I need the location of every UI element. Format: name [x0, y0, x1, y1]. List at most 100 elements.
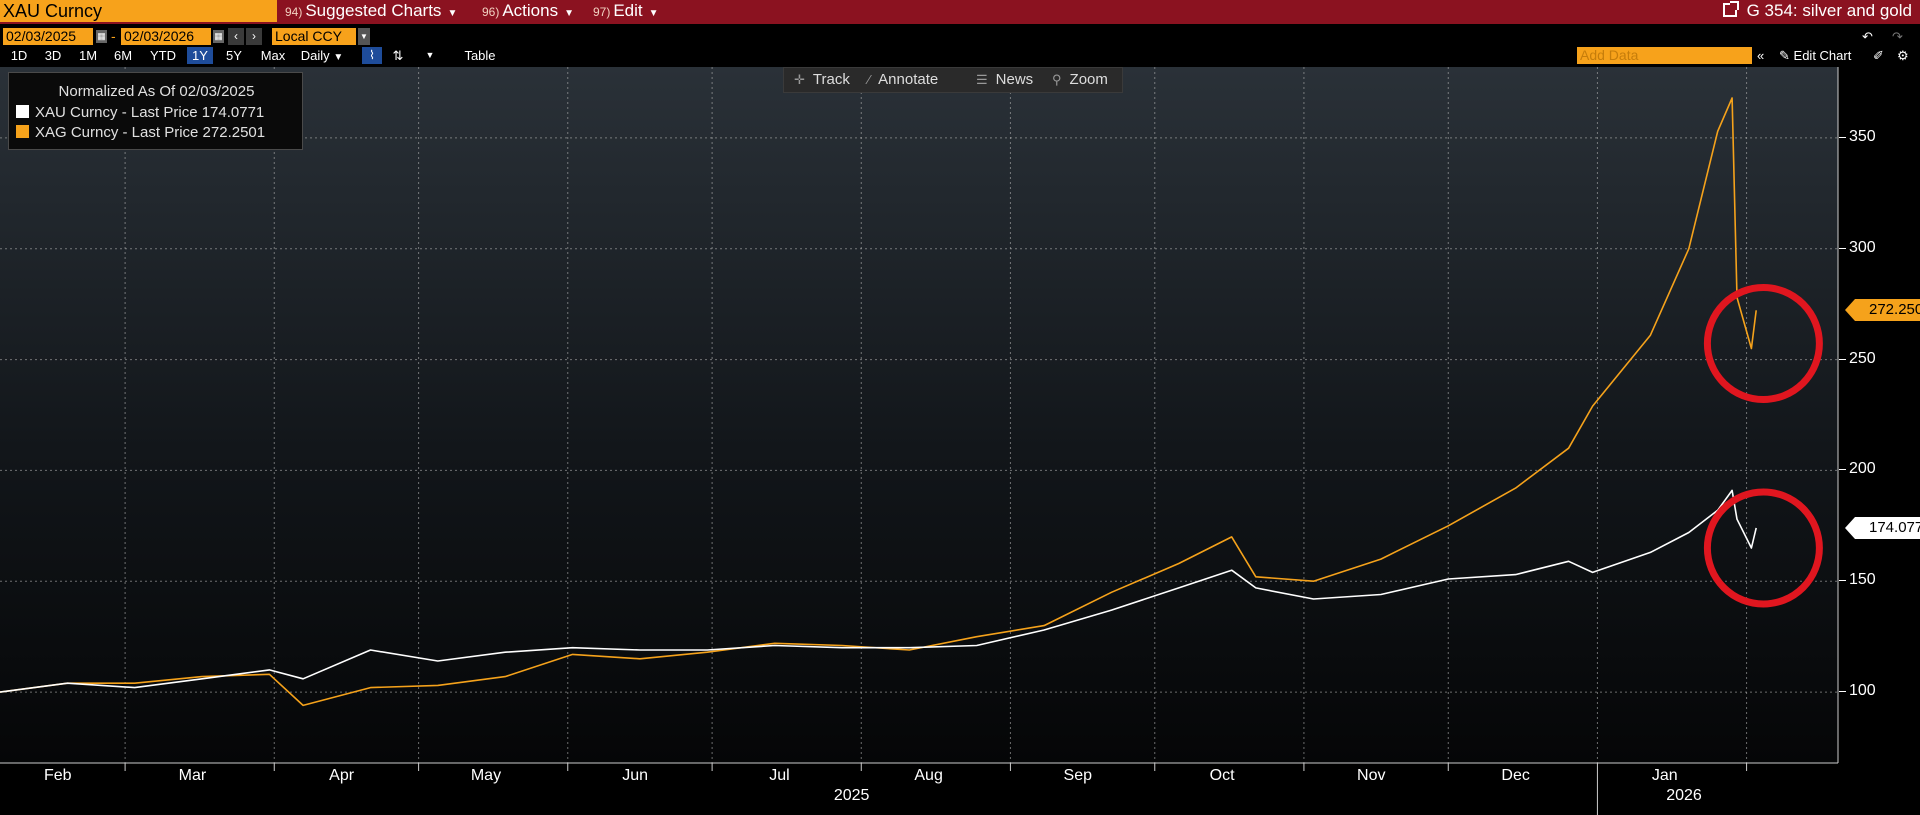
chart-area[interactable]: [0, 67, 1920, 815]
chart-tools: ✛ Track ∕ Annotate ☰ News ⚲ Zoom: [783, 67, 1123, 93]
tool-label: Track: [812, 71, 850, 88]
period-1y-button[interactable]: 1Y: [187, 47, 213, 64]
calendar-icon[interactable]: ▦: [213, 30, 224, 43]
annotations-group: [1703, 284, 1823, 608]
legend-swatch: [16, 125, 29, 138]
menu-number: 97): [593, 5, 611, 19]
dropdown-caret-icon: ▼: [564, 8, 574, 19]
magnifier-icon: ⚲: [1052, 72, 1062, 87]
period-1d-button[interactable]: 1D: [10, 48, 28, 63]
redo-icon[interactable]: ↷: [1892, 29, 1903, 44]
y-tick-label: 100: [1839, 682, 1876, 700]
date-separator: -: [111, 28, 116, 44]
menu-label: Edit: [613, 1, 643, 20]
x-tick-label: Aug: [914, 767, 943, 784]
pencil-icon: ∕: [868, 72, 871, 87]
line-chart-icon[interactable]: ⌇: [362, 47, 382, 64]
currency-select[interactable]: Local CCY: [272, 28, 356, 45]
news-tool[interactable]: ☰ News: [976, 68, 1033, 92]
x-year-label: 2026: [1666, 787, 1702, 804]
highlight-circle: [1703, 488, 1823, 608]
undo-icon[interactable]: ↶: [1862, 29, 1873, 44]
chart-svg: [0, 67, 1839, 815]
period-6m-button[interactable]: 6M: [113, 48, 133, 63]
legend[interactable]: Normalized As Of 02/03/2025 XAU Curncy -…: [8, 72, 303, 150]
previous-period-button[interactable]: ‹: [228, 28, 244, 45]
collapse-icon[interactable]: «: [1757, 48, 1765, 63]
y-tick-label: 250: [1839, 349, 1876, 367]
y-tick-label: 200: [1839, 460, 1876, 478]
track-tool[interactable]: ✛ Track: [794, 68, 850, 92]
y-tick-label: 150: [1839, 571, 1876, 589]
suggested-charts-menu[interactable]: 94) Suggested Charts ▼: [285, 0, 457, 22]
chart-type-dropdown-icon[interactable]: ▼: [425, 50, 435, 60]
end-date-field[interactable]: 02/03/2026: [121, 28, 211, 45]
next-period-button[interactable]: ›: [246, 28, 262, 45]
crosshair-icon: ✛: [794, 72, 805, 87]
frequency-select[interactable]: Daily ▼: [298, 47, 346, 64]
xau-last-price-tag: 174.0771: [1845, 516, 1920, 539]
dropdown-caret-icon: ▼: [648, 8, 659, 19]
graph-title-text: G 354: silver and gold: [1746, 1, 1912, 20]
legend-item-xau[interactable]: XAU Curncy - Last Price 174.0771: [16, 104, 264, 121]
menu-label: Actions: [502, 1, 559, 20]
actions-menu[interactable]: 96) Actions ▼: [482, 0, 574, 22]
y-tick-label: 350: [1839, 127, 1876, 145]
tool-label: Zoom: [1069, 71, 1108, 88]
legend-title: Normalized As Of 02/03/2025: [58, 83, 255, 100]
x-tick-label: Apr: [329, 767, 355, 784]
tool-label: News: [995, 71, 1034, 88]
legend-item-xag[interactable]: XAG Curncy - Last Price 272.2501: [16, 124, 265, 141]
security-field[interactable]: XAU Curncy: [0, 0, 277, 22]
y-tick-label: 300: [1839, 238, 1876, 256]
chart-style-icon[interactable]: ⇅: [392, 48, 404, 63]
x-tick-label: Jan: [1651, 767, 1678, 784]
edit-chart-button[interactable]: ✎ Edit Chart: [1779, 47, 1851, 64]
dropdown-caret-icon: ▼: [447, 8, 458, 19]
menu-number: 94): [285, 5, 303, 19]
news-icon: ☰: [976, 72, 988, 87]
x-tick-label: Jul: [769, 767, 790, 784]
plot-background: [0, 67, 1838, 763]
legend-swatch: [16, 105, 29, 118]
edit-menu[interactable]: 97) Edit ▼: [593, 0, 659, 22]
annotate-tool[interactable]: ∕ Annotate: [868, 68, 938, 92]
date-range-bar: 02/03/2025 ▦ - 02/03/2026 ▦ ‹ › Local CC…: [0, 28, 1920, 45]
chevron-down-icon[interactable]: ▼: [358, 28, 370, 45]
series-group: [0, 97, 1757, 707]
period-1m-button[interactable]: 1M: [78, 48, 98, 63]
graph-title[interactable]: G 354: silver and gold: [1722, 0, 1912, 22]
pencil-icon: ✎: [1779, 48, 1790, 63]
pen-tool-icon[interactable]: ✐: [1873, 48, 1884, 63]
menu-number: 96): [482, 5, 500, 19]
period-max-button[interactable]: Max: [260, 48, 286, 63]
x-tick-label: May: [470, 767, 502, 784]
gear-icon[interactable]: ⚙: [1897, 48, 1909, 63]
x-tick-label: Mar: [178, 767, 207, 784]
frequency-label: Daily: [300, 48, 330, 63]
add-data-input[interactable]: Add Data: [1577, 47, 1752, 64]
x-tick-label: Jun: [622, 767, 649, 784]
x-tick-label: Dec: [1501, 767, 1530, 784]
period-3d-button[interactable]: 3D: [44, 48, 62, 63]
x-year-label: 2025: [833, 787, 870, 804]
period-ytd-button[interactable]: YTD: [150, 48, 176, 63]
external-link-icon: [1722, 1, 1739, 17]
function-bar: XAU Curncy 94) Suggested Charts ▼ 96) Actio…: [0, 0, 1920, 24]
start-date-field[interactable]: 02/03/2025: [3, 28, 93, 45]
zoom-tool[interactable]: ⚲ Zoom: [1052, 68, 1108, 92]
tool-label: Annotate: [878, 71, 939, 88]
chevron-down-icon: ▼: [333, 52, 344, 63]
edit-chart-label: Edit Chart: [1793, 48, 1852, 63]
period-bar: 1D 3D 1M 6M YTD 1Y 5Y Max Daily ▼ ⌇ ⇅ ▼ …: [0, 47, 1920, 64]
x-tick-label: Feb: [43, 767, 72, 784]
period-5y-button[interactable]: 5Y: [226, 48, 242, 63]
calendar-icon[interactable]: ▦: [96, 30, 107, 43]
highlight-circle: [1703, 284, 1823, 404]
table-button[interactable]: Table: [464, 48, 496, 63]
legend-label: XAU Curncy - Last Price 174.0771: [35, 104, 265, 121]
xag-last-price-tag: 272.2501: [1845, 299, 1920, 322]
menu-label: Suggested Charts: [305, 1, 442, 20]
series-line-xag: [0, 97, 1757, 707]
legend-label: XAG Curncy - Last Price 272.2501: [35, 124, 266, 141]
